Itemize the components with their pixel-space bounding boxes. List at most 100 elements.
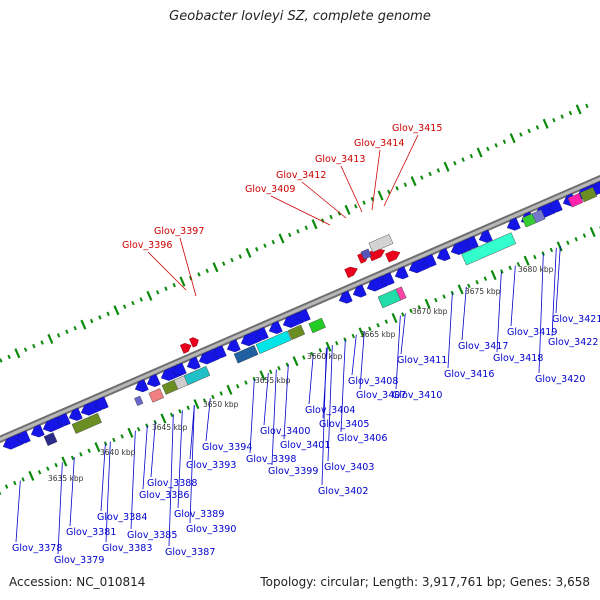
outer-tick xyxy=(476,147,483,158)
gene-arrow-reverse xyxy=(352,284,367,298)
gene-label-lower: Glov_3419 xyxy=(507,327,557,338)
gene-feature xyxy=(422,254,437,268)
inner-tick xyxy=(94,442,101,453)
outer-tick xyxy=(80,319,87,330)
scale-label: 3655 kbp xyxy=(255,376,291,385)
scale-label: 3670 kbp xyxy=(412,307,448,316)
gene-label-lower: Glov_3422 xyxy=(548,337,598,348)
gene-label-lower: Glov_3416 xyxy=(444,369,494,380)
scale-label: 3645 kbp xyxy=(152,423,188,432)
inner-tick xyxy=(285,362,289,367)
gene-box xyxy=(134,395,144,406)
inner-tick xyxy=(28,470,35,481)
upper-leader-line xyxy=(147,251,187,291)
gene-arrow-reverse xyxy=(186,356,201,370)
lower-leader-line xyxy=(100,443,106,512)
lower-leader-line xyxy=(130,430,136,530)
gene-label-upper: Glov_3412 xyxy=(276,170,326,181)
gene-feature xyxy=(368,234,394,253)
outer-tick xyxy=(98,315,102,320)
outer-tick xyxy=(370,196,375,202)
outer-tick xyxy=(428,171,432,177)
gene-feature xyxy=(344,266,358,278)
lower-leader-line xyxy=(271,369,277,466)
inner-tick xyxy=(186,405,190,410)
gene-feature xyxy=(338,290,353,304)
lower-leader-line xyxy=(551,247,557,337)
outer-tick xyxy=(354,204,358,209)
gene-track xyxy=(2,181,600,450)
gene-arrow-reverse xyxy=(94,396,109,410)
gene-feature xyxy=(567,192,584,208)
inner-tick xyxy=(318,348,322,353)
gene-feature xyxy=(461,232,517,266)
inner-tick xyxy=(358,327,365,338)
gene-label-lower: Glov_3394 xyxy=(202,442,252,453)
inner-tick xyxy=(127,427,134,438)
outer-tick xyxy=(56,333,61,338)
outer-tick xyxy=(230,257,234,263)
gene-feature xyxy=(254,327,269,341)
upper-leader-line xyxy=(270,195,331,226)
lower-leader-line xyxy=(400,313,406,355)
backbone-highlight xyxy=(0,177,600,441)
gene-arrow-reverse xyxy=(436,248,451,262)
gene-label-lower: Glov_3400 xyxy=(260,426,310,437)
inner-tick xyxy=(46,466,50,471)
lower-leader-line xyxy=(555,246,561,314)
outer-tick xyxy=(113,305,120,316)
gene-box xyxy=(71,412,102,434)
inner-tick xyxy=(236,383,240,389)
outer-tick xyxy=(179,276,186,287)
gene-label-upper: Glov_3397 xyxy=(154,226,204,237)
lower-leader-line xyxy=(510,265,516,327)
gene-feature xyxy=(506,217,521,231)
inner-tick xyxy=(351,333,355,339)
inner-tick xyxy=(61,456,68,467)
gene-feature xyxy=(71,412,102,434)
outer-tick xyxy=(552,117,556,123)
outer-tick xyxy=(23,347,28,352)
outer-tick xyxy=(32,343,36,349)
inner-tick xyxy=(556,241,563,252)
gene-label-lower: Glov_3386 xyxy=(139,490,189,501)
inner-tick xyxy=(450,290,455,296)
inner-tick xyxy=(483,276,488,281)
outer-tick xyxy=(329,214,333,220)
inner-tick xyxy=(516,262,521,267)
gene-feature xyxy=(548,199,563,213)
genome-title: Geobacter lovleyi SZ, complete genome xyxy=(169,9,431,24)
gene-feature xyxy=(212,345,227,359)
outer-tick xyxy=(377,190,384,201)
lower-leader-line xyxy=(359,331,365,390)
inner-tick xyxy=(202,398,207,403)
gene-arrow-reverse xyxy=(422,254,437,268)
gene-feature xyxy=(94,396,109,410)
outer-tick-track xyxy=(0,103,589,363)
inner-tick xyxy=(4,484,9,489)
lower-leader-line xyxy=(538,253,544,374)
lower-leader-line xyxy=(168,414,174,547)
outer-tick xyxy=(311,219,318,230)
lower-leader-line xyxy=(69,457,75,527)
lower-leader-line xyxy=(57,462,63,555)
gene-label-lower: Glov_3408 xyxy=(348,376,398,387)
scale-label: 3640 kbp xyxy=(100,448,136,457)
outer-tick xyxy=(362,200,366,205)
inner-tick xyxy=(54,462,58,468)
gene-arrow-reverse xyxy=(338,290,353,304)
gene-feature xyxy=(531,209,546,224)
inner-tick xyxy=(409,308,413,314)
outer-tick xyxy=(255,247,259,252)
outer-tick xyxy=(155,290,160,295)
outer-tick xyxy=(288,232,292,238)
upper-leader-line xyxy=(340,165,363,213)
inner-tick xyxy=(500,269,504,274)
outer-tick xyxy=(271,239,275,245)
gene-label-lower: Glov_3384 xyxy=(97,512,147,523)
inner-tick xyxy=(292,356,299,367)
inner-tick xyxy=(160,413,167,424)
outer-tick xyxy=(494,143,498,148)
lower-leader-line xyxy=(205,398,211,442)
outer-tick xyxy=(461,157,465,162)
